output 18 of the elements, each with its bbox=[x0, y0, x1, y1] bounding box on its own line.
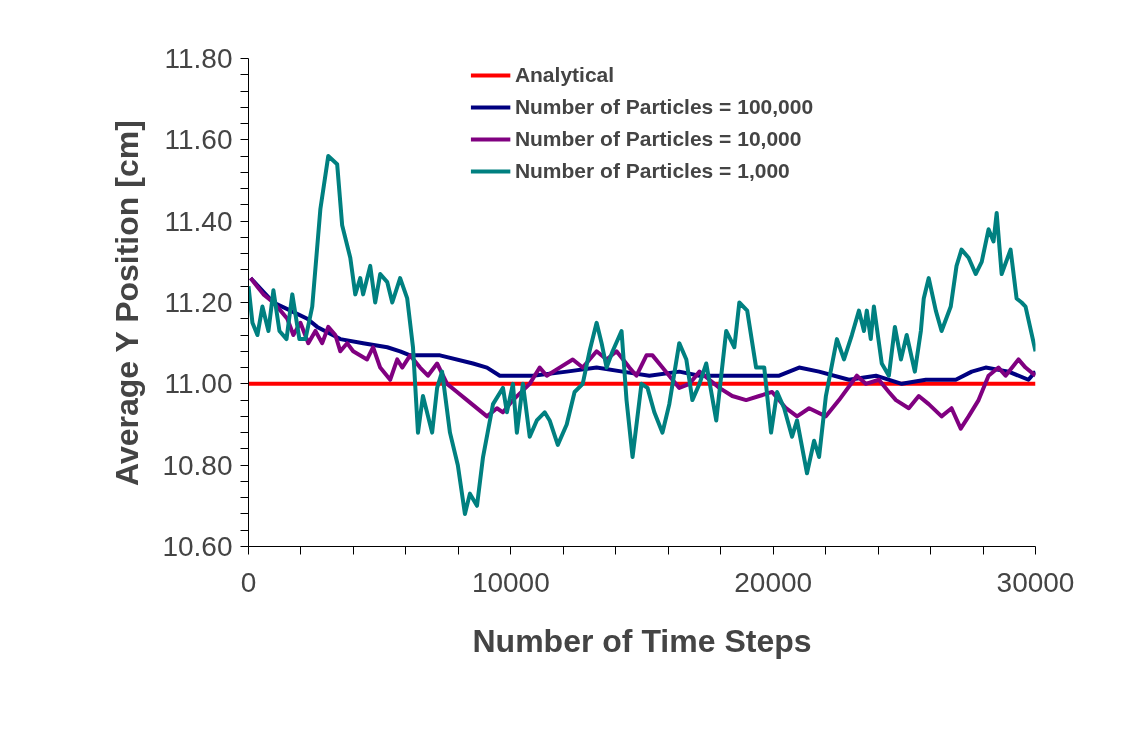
x-tick-label: 0 bbox=[240, 566, 257, 598]
legend-label: Number of Particles = 100,000 bbox=[514, 94, 814, 120]
y-tick-label: 10.60 bbox=[162, 531, 233, 562]
y-tick-label: 10.80 bbox=[162, 449, 233, 481]
legend-label: Number of Particles = 10,000 bbox=[514, 126, 802, 152]
legend-label: Analytical bbox=[514, 62, 615, 88]
legend-label: Number of Particles = 1,000 bbox=[514, 158, 790, 184]
y-tick-label: 11.40 bbox=[164, 205, 233, 237]
x-tick-label: 20000 bbox=[734, 566, 813, 598]
line-series bbox=[248, 154, 1036, 516]
y-tick-label: 11.00 bbox=[164, 368, 233, 400]
y-axis-title: Average Y Position [cm] bbox=[109, 120, 146, 486]
x-axis-title: Number of Time Steps bbox=[472, 622, 812, 659]
y-tick-label: 11.60 bbox=[164, 124, 233, 156]
x-tick-label: 10000 bbox=[471, 566, 550, 598]
y-tick-label: 11.80 bbox=[164, 43, 233, 74]
y-tick-label: 11.20 bbox=[164, 287, 233, 318]
x-tick-label: 30000 bbox=[996, 566, 1075, 598]
